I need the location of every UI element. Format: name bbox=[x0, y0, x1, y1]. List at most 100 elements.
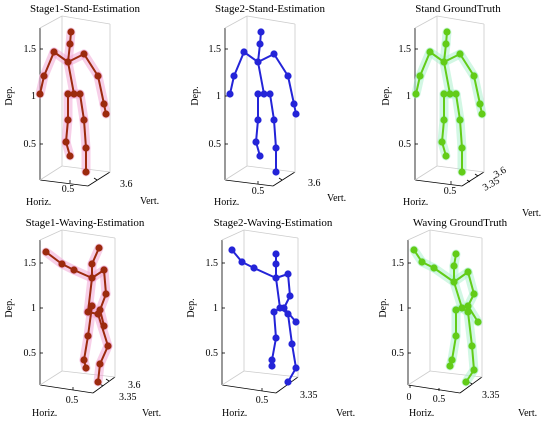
skeleton-joint bbox=[84, 308, 92, 316]
skeleton-joint bbox=[260, 90, 268, 98]
skeleton-joint bbox=[268, 362, 276, 370]
skeleton-bone bbox=[103, 269, 107, 295]
skeleton-stage1-waving bbox=[41, 243, 113, 387]
skeleton-joint bbox=[94, 72, 102, 80]
skeleton-joint bbox=[50, 48, 58, 56]
z-axis-label: Vert. bbox=[522, 208, 541, 219]
skeleton-stage1-stand bbox=[35, 27, 111, 177]
skeleton-bone bbox=[43, 51, 55, 77]
skeleton-joint bbox=[288, 340, 296, 348]
skeleton-joint bbox=[462, 378, 470, 386]
skeleton-bone bbox=[273, 119, 277, 149]
skeleton-joint bbox=[80, 356, 88, 364]
skeleton-joint bbox=[426, 48, 434, 56]
x-axis-label: Horiz. bbox=[403, 197, 428, 208]
skeleton-bone bbox=[253, 267, 277, 279]
skeleton-joint bbox=[458, 168, 466, 176]
axes-3d bbox=[224, 15, 296, 187]
skeleton-joint bbox=[440, 90, 448, 98]
skeleton-joint bbox=[64, 58, 72, 66]
skeleton-joint bbox=[272, 144, 280, 152]
skeleton-joint bbox=[95, 244, 103, 252]
skeleton-joint bbox=[94, 378, 102, 386]
x-tick: 0.5 bbox=[66, 395, 79, 406]
y-tick: 1 bbox=[31, 303, 36, 314]
skeleton-joint bbox=[84, 332, 92, 340]
skeleton-stage2-waving bbox=[228, 246, 300, 386]
skeleton-joint bbox=[238, 258, 246, 266]
skeleton-bone bbox=[419, 51, 431, 77]
skeleton-joint bbox=[272, 250, 280, 258]
skeleton-bone bbox=[233, 51, 245, 77]
skeleton-joint bbox=[88, 302, 96, 310]
x-tick: 0.5 bbox=[256, 395, 269, 406]
skeleton-joint bbox=[442, 152, 450, 160]
axes-3d bbox=[39, 15, 111, 187]
tick-marks bbox=[222, 262, 291, 391]
skeleton-bone bbox=[287, 313, 293, 345]
skeleton-joint bbox=[450, 278, 458, 286]
skeleton-joint bbox=[270, 308, 278, 316]
skeleton-joint bbox=[58, 260, 66, 268]
skeleton-joint bbox=[272, 334, 280, 342]
x-axis-label: Horiz. bbox=[32, 408, 57, 419]
skeleton-joint bbox=[284, 270, 292, 278]
z-tick: 3.6 bbox=[492, 165, 508, 181]
skeleton-joint bbox=[440, 58, 448, 66]
skeleton-joint bbox=[102, 110, 110, 118]
skeleton-joint bbox=[418, 258, 426, 266]
panel-title: Stage1-Waving-Estimation bbox=[26, 217, 145, 229]
skeleton-joint bbox=[270, 50, 278, 58]
skeleton-joint bbox=[228, 246, 236, 254]
skeleton-bone bbox=[255, 119, 259, 143]
skeleton-joint bbox=[412, 90, 420, 98]
skeleton-joint bbox=[250, 264, 258, 272]
y-tick: 1 bbox=[399, 303, 404, 314]
panel-stage1-waving: Stage1-Waving-Estimation 1.5 1 0.5 0.5 3… bbox=[4, 217, 161, 419]
skeleton-joint bbox=[410, 246, 418, 254]
skeleton-bone bbox=[287, 273, 291, 297]
skeleton-bone bbox=[441, 119, 445, 143]
skeleton-joint bbox=[456, 50, 464, 58]
skeleton-joint bbox=[62, 138, 70, 146]
skeleton-joint bbox=[270, 116, 278, 124]
skeleton-joint bbox=[430, 264, 438, 272]
x-tick: 0.5 bbox=[433, 394, 446, 405]
skeleton-bone bbox=[287, 75, 295, 105]
skeleton-bone bbox=[65, 119, 69, 143]
skeleton-joint bbox=[66, 152, 74, 160]
y-tick: 0.5 bbox=[392, 348, 405, 359]
skeleton-bone bbox=[83, 119, 87, 149]
skeleton-joint bbox=[456, 116, 464, 124]
y-axis-label: Dep. bbox=[381, 86, 392, 105]
panel-stage2-stand: Stage2-Stand-Estimation 1.5 1 0.5 0.5 3.… bbox=[190, 3, 346, 208]
skeleton-joint bbox=[284, 378, 292, 386]
z-tick: 3.35 bbox=[482, 390, 500, 401]
skeleton-bone bbox=[467, 271, 475, 295]
skeleton-bone bbox=[275, 277, 281, 309]
skeleton-joint bbox=[76, 90, 84, 98]
y-axis-label: Dep. bbox=[186, 298, 197, 317]
skeleton-joint bbox=[100, 100, 108, 108]
skeleton-joint bbox=[290, 100, 298, 108]
skeleton-joint bbox=[36, 90, 44, 98]
skeleton-joint bbox=[88, 260, 96, 268]
skeleton-bone bbox=[433, 267, 455, 283]
skeleton-joint bbox=[100, 322, 108, 330]
skeleton-bone bbox=[443, 61, 451, 95]
skeleton-joint bbox=[468, 342, 476, 350]
skeleton-joint bbox=[450, 262, 458, 270]
skeleton-bone bbox=[471, 345, 475, 371]
skeleton-bone bbox=[459, 53, 475, 77]
skeleton-joint bbox=[446, 90, 454, 98]
z-axis-label: Vert. bbox=[518, 408, 537, 419]
skeleton-joint bbox=[40, 72, 48, 80]
skeleton-joint bbox=[256, 40, 264, 48]
skeleton-bone bbox=[83, 335, 89, 361]
y-axis-label: Dep. bbox=[4, 298, 15, 317]
panel-stand-groundtruth: Stand GroundTruth 1.5 1 0.5 0.5 3.6 3.35… bbox=[381, 3, 541, 219]
skeleton-joint bbox=[70, 266, 78, 274]
skeleton-joint bbox=[292, 364, 300, 372]
z-axis-label: Vert. bbox=[327, 193, 346, 204]
